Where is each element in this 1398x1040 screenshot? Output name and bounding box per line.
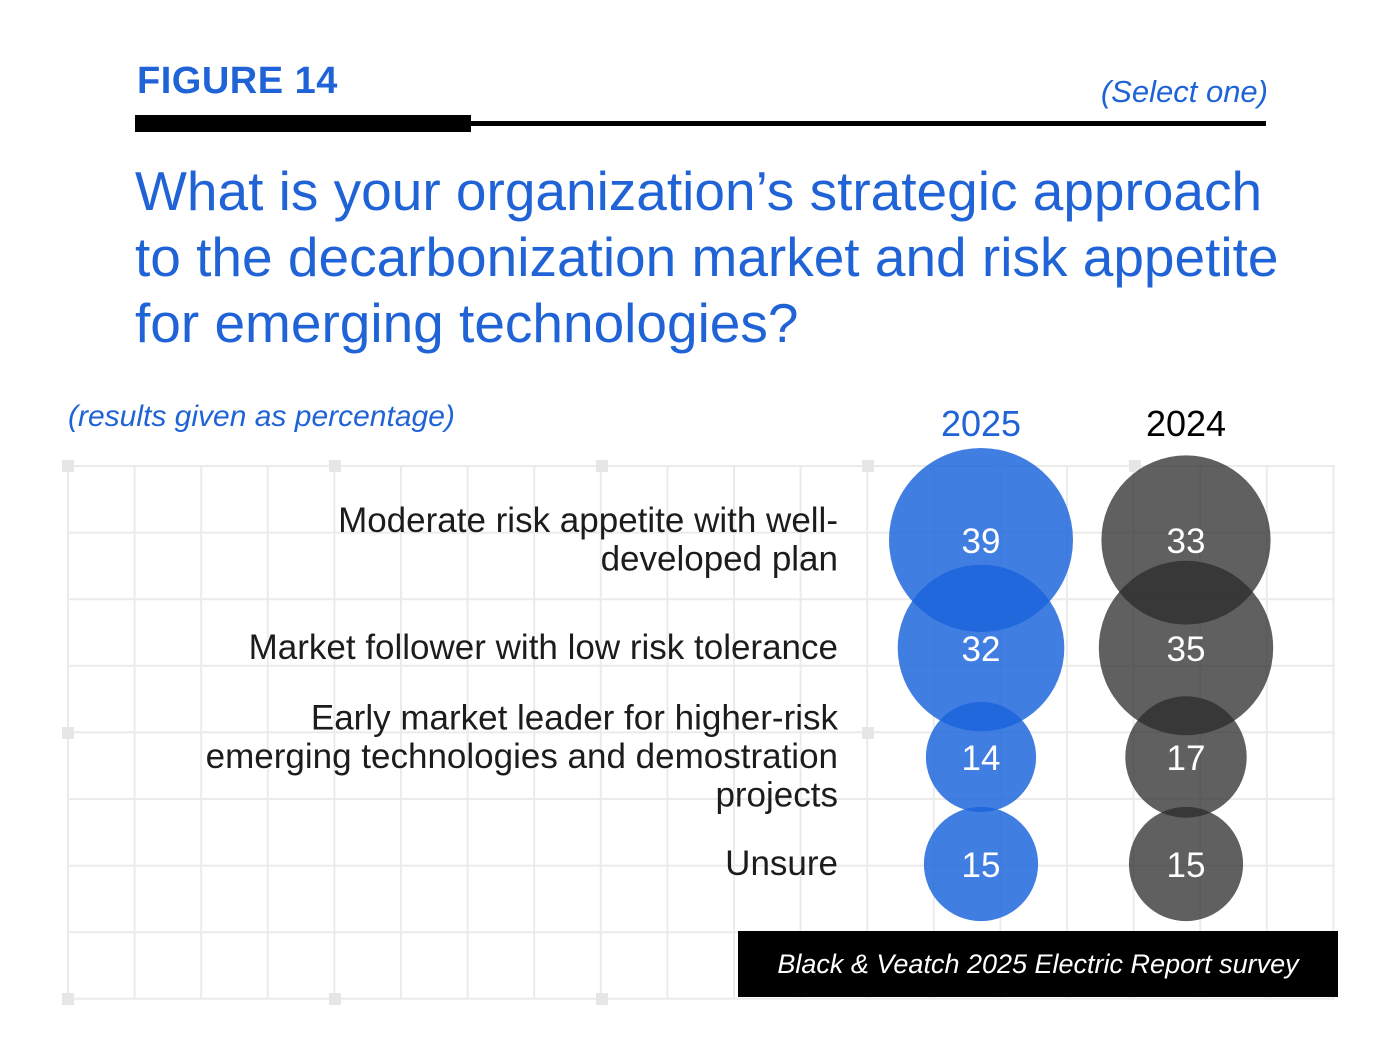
- bubble-value-label: 15: [1167, 846, 1206, 885]
- category-label: Moderate risk appetite with well-develop…: [338, 501, 838, 579]
- source-box: Black & Veatch 2025 Electric Report surv…: [738, 931, 1338, 997]
- bubble: [923, 806, 1039, 922]
- bubble: [1098, 560, 1274, 736]
- select-note: (Select one): [1100, 74, 1268, 109]
- category-label-line: emerging technologies and demostration: [206, 737, 838, 776]
- category-label-line: Unsure: [725, 844, 838, 883]
- header-rule-thin: [470, 121, 1266, 126]
- category-label-line: Market follower with low risk tolerance: [249, 628, 838, 667]
- grid-node: [862, 727, 874, 739]
- category-label-line: projects: [715, 776, 838, 815]
- category-label-line: Early market leader for higher-risk: [311, 699, 839, 738]
- source-text: Black & Veatch 2025 Electric Report surv…: [777, 948, 1299, 979]
- figure-label: FIGURE 14: [137, 60, 338, 102]
- question-title: What is your organization’s strategic ap…: [135, 160, 1279, 354]
- bubble-value-label: 33: [1167, 522, 1206, 561]
- category-label: Market follower with low risk tolerance: [249, 628, 838, 667]
- series-headers: 2025 2024: [941, 403, 1226, 444]
- grid-node: [1129, 460, 1141, 472]
- series-header: 2024: [1146, 403, 1226, 444]
- category-label: Early market leader for higher-risk emerg…: [206, 699, 839, 815]
- category-labels: Moderate risk appetite with well-develop…: [206, 501, 839, 883]
- bubble-value-label: 32: [962, 630, 1001, 669]
- grid-node: [329, 460, 341, 472]
- bubble-value-label: 35: [1167, 630, 1206, 669]
- series-header: 2025: [941, 403, 1021, 444]
- grid-node: [62, 727, 74, 739]
- grid-node: [862, 460, 874, 472]
- bubble: [1128, 806, 1244, 922]
- bubble-value-label: 39: [962, 522, 1001, 561]
- bubble-value-label: 17: [1167, 739, 1206, 778]
- header-rule-thick: [135, 115, 471, 132]
- grid-node: [62, 993, 74, 1005]
- category-label-line: developed plan: [601, 539, 838, 578]
- bubbles: 39 32 14 15 33 35 17 15: [889, 448, 1274, 922]
- results-note: (results given as percentage): [68, 400, 455, 433]
- category-label-line: Moderate risk appetite with well-: [338, 501, 838, 540]
- bubble: [925, 701, 1037, 813]
- grid-node: [329, 993, 341, 1005]
- bubble-value-label: 15: [962, 846, 1001, 885]
- grid-node: [62, 460, 74, 472]
- grid-node: [596, 460, 608, 472]
- bubble-value-label: 14: [962, 739, 1001, 778]
- category-label: Unsure: [725, 844, 838, 883]
- bubble: [1125, 696, 1247, 818]
- bubble: [897, 564, 1065, 732]
- grid-node: [596, 993, 608, 1005]
